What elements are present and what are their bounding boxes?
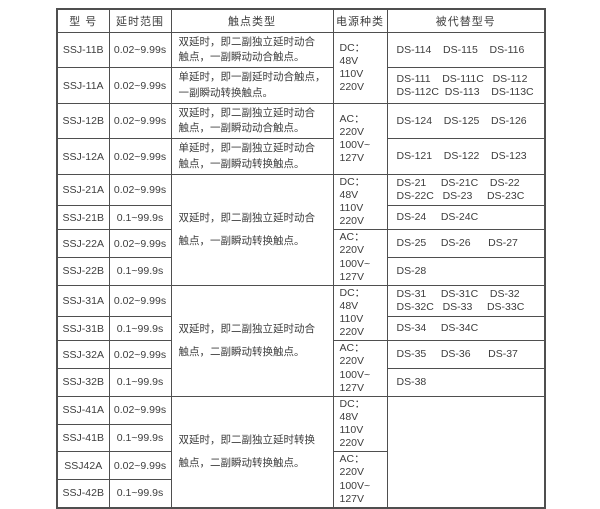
delay-cell: 0.02~9.99s [108, 102, 172, 140]
power-type-cell: DC：48V 110V 220V [332, 395, 388, 453]
model-cell: SSJ-22A [56, 229, 110, 258]
replaced-models-cell: DS-114 DS-115 DS-116 [386, 31, 546, 69]
page: 型 号 延时范围 触点类型 电源种类 被代替型号 SSJ-11B 0.02~9.… [56, 8, 546, 509]
delay-cell: 0.1~99.9s [108, 368, 172, 397]
delay-cell: 0.1~99.9s [108, 478, 172, 509]
model-cell: SSJ-21B [56, 205, 110, 231]
relay-spec-table: 型 号 延时范围 触点类型 电源种类 被代替型号 SSJ-11B 0.02~9.… [56, 8, 546, 509]
delay-cell: 0.02~9.99s [108, 284, 172, 318]
table-row: SSJ-11B 0.02~9.99s 双延时，即二副独立延时动合 触点，一副瞬动… [56, 31, 546, 104]
model-cell: SSJ-11A [56, 67, 110, 104]
delay-cell: 0.1~99.9s [108, 257, 172, 286]
contact-type-cell: 双延时，即二副独立延时转换 触点，二副瞬动转换触点。 [170, 395, 334, 509]
contact-type-cell: 单延时，即一副延时动合触点， 一副瞬动转换触点。 [170, 67, 334, 104]
header-row: 型 号 延时范围 触点类型 电源种类 被代替型号 [56, 8, 546, 33]
model-cell: SSJ-12B [56, 102, 110, 140]
model-cell: SSJ-32B [56, 368, 110, 397]
replaced-models-cell: DS-34 DS-34C [386, 316, 546, 342]
delay-cell: 0.1~99.9s [108, 205, 172, 231]
delay-cell: 0.02~9.99s [108, 138, 172, 175]
delay-cell: 0.02~9.99s [108, 67, 172, 104]
model-cell: SSJ-11B [56, 31, 110, 69]
table-row: SSJ-41A 0.02~9.99s 双延时，即二副独立延时转换 触点，二副瞬动… [56, 395, 546, 509]
replaced-models-cell: DS-28 [386, 257, 546, 286]
model-cell: SSJ-42B [56, 478, 110, 509]
power-type-cell: AC：220V 100V~ 127V [332, 451, 388, 509]
table-row: SSJ-12B 0.02~9.99s 双延时，即二副独立延时动合 触点，一副瞬动… [56, 102, 546, 175]
table-row: SSJ-21A 0.02~9.99s 双延时，即二副独立延时动合 触点，一副瞬动… [56, 173, 546, 286]
replaced-models-cell: DS-38 [386, 368, 546, 397]
table-row: SSJ-22B 0.1~99.9s DS-28 [56, 257, 546, 286]
delay-cell: 0.02~9.99s [108, 395, 172, 425]
replaced-models-cell: DS-25 DS-26 DS-27 [386, 229, 546, 258]
model-cell: SSJ-21A [56, 173, 110, 207]
contact-type-cell: 双延时，即二副独立延时动合 触点，二副瞬动转换触点。 [170, 284, 334, 397]
delay-cell: 0.02~9.99s [108, 340, 172, 369]
col-header-power-type: 电源种类 [332, 8, 388, 33]
table-row: SSJ-21B 0.1~99.9s DS-24 DS-24C [56, 205, 546, 231]
table-row: SSJ-11A 0.02~9.99s 单延时，即一副延时动合触点， 一副瞬动转换… [56, 67, 546, 104]
contact-type-cell: 双延时，即二副独立延时动合 触点，一副瞬动动合触点。 [170, 31, 334, 69]
contact-type-cell: 双延时，即二副独立延时动合 触点，一副瞬动转换触点。 [170, 173, 334, 286]
power-type-cell: DC：48V 110V 220V [332, 173, 388, 231]
delay-cell: 0.1~99.9s [108, 423, 172, 453]
contact-type-cell: 单延时，即一副独立延时动合 触点，一副瞬动转换触点。 [170, 138, 334, 175]
power-type-cell: AC：220V 100V~ 127V [332, 229, 388, 286]
replaced-models-cell: DS-35 DS-36 DS-37 [386, 340, 546, 369]
table-row: SSJ-32A 0.02~9.99s AC：220V 100V~ 127V DS… [56, 340, 546, 397]
col-header-replaced-models: 被代替型号 [386, 8, 546, 33]
replaced-models-cell: DS-31 DS-31C DS-32 DS-32C DS-33 DS-33C [386, 284, 546, 318]
model-cell: SSJ-31B [56, 316, 110, 342]
col-header-delay-range: 延时范围 [108, 8, 172, 33]
delay-cell: 0.02~9.99s [108, 451, 172, 480]
model-cell: SSJ-32A [56, 340, 110, 369]
replaced-models-cell-empty [386, 395, 546, 509]
power-type-cell: AC：220V 100V~ 127V [332, 340, 388, 397]
col-header-contact-type: 触点类型 [170, 8, 334, 33]
replaced-models-cell: DS-124 DS-125 DS-126 [386, 102, 546, 140]
model-cell: SSJ-41A [56, 395, 110, 425]
model-cell: SSJ-22B [56, 257, 110, 286]
table-row: SSJ-32B 0.1~99.9s DS-38 [56, 368, 546, 397]
replaced-models-cell: DS-24 DS-24C [386, 205, 546, 231]
model-cell: SSJ42A [56, 451, 110, 480]
power-type-cell: AC：220V 100V~ 127V [332, 102, 388, 175]
contact-type-cell: 双延时，即二副独立延时动合 触点，一副瞬动动合触点。 [170, 102, 334, 140]
delay-cell: 0.02~9.99s [108, 229, 172, 258]
replaced-models-cell: DS-21 DS-21C DS-22 DS-22C DS-23 DS-23C [386, 173, 546, 207]
model-cell: SSJ-31A [56, 284, 110, 318]
replaced-models-cell: DS-111 DS-111C DS-112 DS-112C DS-113 DS-… [386, 67, 546, 104]
model-cell: SSJ-12A [56, 138, 110, 175]
power-type-cell: DC：48V 110V 220V [332, 32, 388, 104]
delay-cell: 0.1~99.9s [108, 316, 172, 342]
delay-cell: 0.02~9.99s [108, 31, 172, 69]
table-row: SSJ-22A 0.02~9.99s AC：220V 100V~ 127V DS… [56, 229, 546, 286]
model-cell: SSJ-41B [56, 423, 110, 453]
table-row: SSJ-12A 0.02~9.99s 单延时，即一副独立延时动合 触点，一副瞬动… [56, 138, 546, 175]
table-row: SSJ-31A 0.02~9.99s 双延时，即二副独立延时动合 触点，二副瞬动… [56, 284, 546, 397]
col-header-model: 型 号 [56, 8, 110, 33]
table-row: SSJ-31B 0.1~99.9s DS-34 DS-34C [56, 316, 546, 342]
replaced-models-cell: DS-121 DS-122 DS-123 [386, 138, 546, 175]
delay-cell: 0.02~9.99s [108, 173, 172, 207]
power-type-cell: DC：48V 110V 220V [332, 284, 388, 342]
